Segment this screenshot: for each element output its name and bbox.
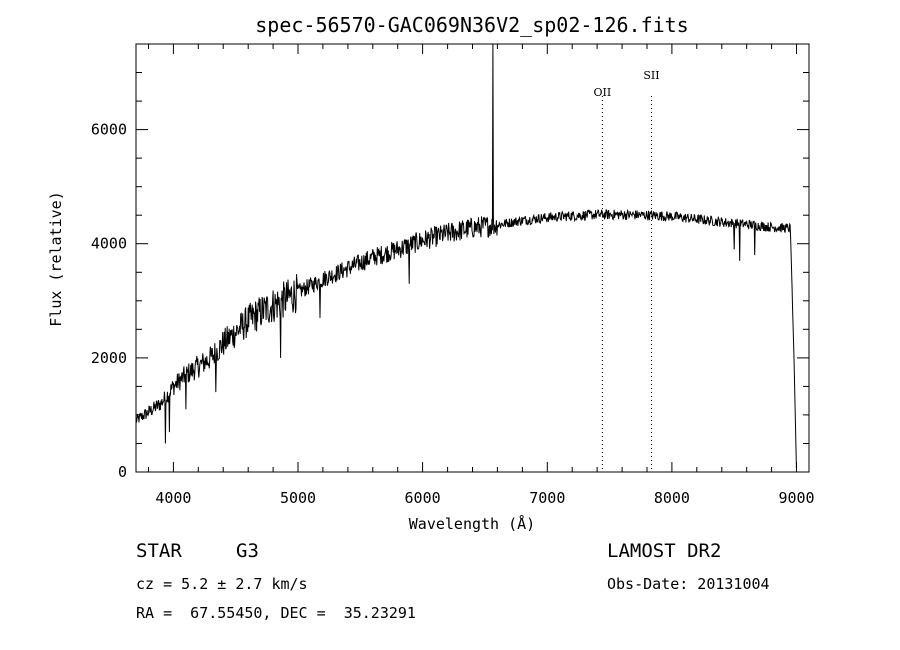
- object-class: STAR: [136, 540, 182, 562]
- x-axis-label: Wavelength (Å): [409, 514, 535, 533]
- y-tick-label: 2000: [91, 349, 127, 367]
- marker-label: SII: [643, 69, 659, 82]
- object-subclass: G3: [236, 540, 259, 562]
- y-tick-label: 4000: [91, 235, 127, 253]
- marker-label: OII: [594, 86, 612, 99]
- plot-frame: [135, 43, 810, 473]
- y-tick-label: 0: [118, 463, 127, 481]
- x-tick-labels: 4000 5000 6000 7000 8000 9000: [155, 489, 814, 507]
- x-tick-label: 9000: [778, 489, 814, 507]
- x-tick-label: 4000: [155, 489, 191, 507]
- obs-date-text: Obs-Date: 20131004: [607, 575, 770, 593]
- y-axis-label: Flux (relative): [47, 191, 65, 326]
- x-tick-label: 7000: [529, 489, 565, 507]
- marker-lines: OII SII: [594, 69, 660, 472]
- spectrum-line: [135, 43, 797, 473]
- chart-title: spec-56570-GAC069N36V2_sp02-126.fits: [255, 13, 688, 37]
- redshift-text: cz = 5.2 ± 2.7 km/s: [136, 575, 308, 593]
- x-tick-label: 6000: [405, 489, 441, 507]
- survey-name: LAMOST DR2: [607, 540, 722, 562]
- y-tick-label: 6000: [91, 121, 127, 139]
- x-tick-label: 8000: [654, 489, 690, 507]
- coordinates-text: RA = 67.55450, DEC = 35.23291: [136, 604, 416, 622]
- y-tick-labels: 0 2000 4000 6000: [91, 121, 127, 481]
- axis-ticks: [136, 43, 809, 473]
- x-tick-label: 5000: [280, 489, 316, 507]
